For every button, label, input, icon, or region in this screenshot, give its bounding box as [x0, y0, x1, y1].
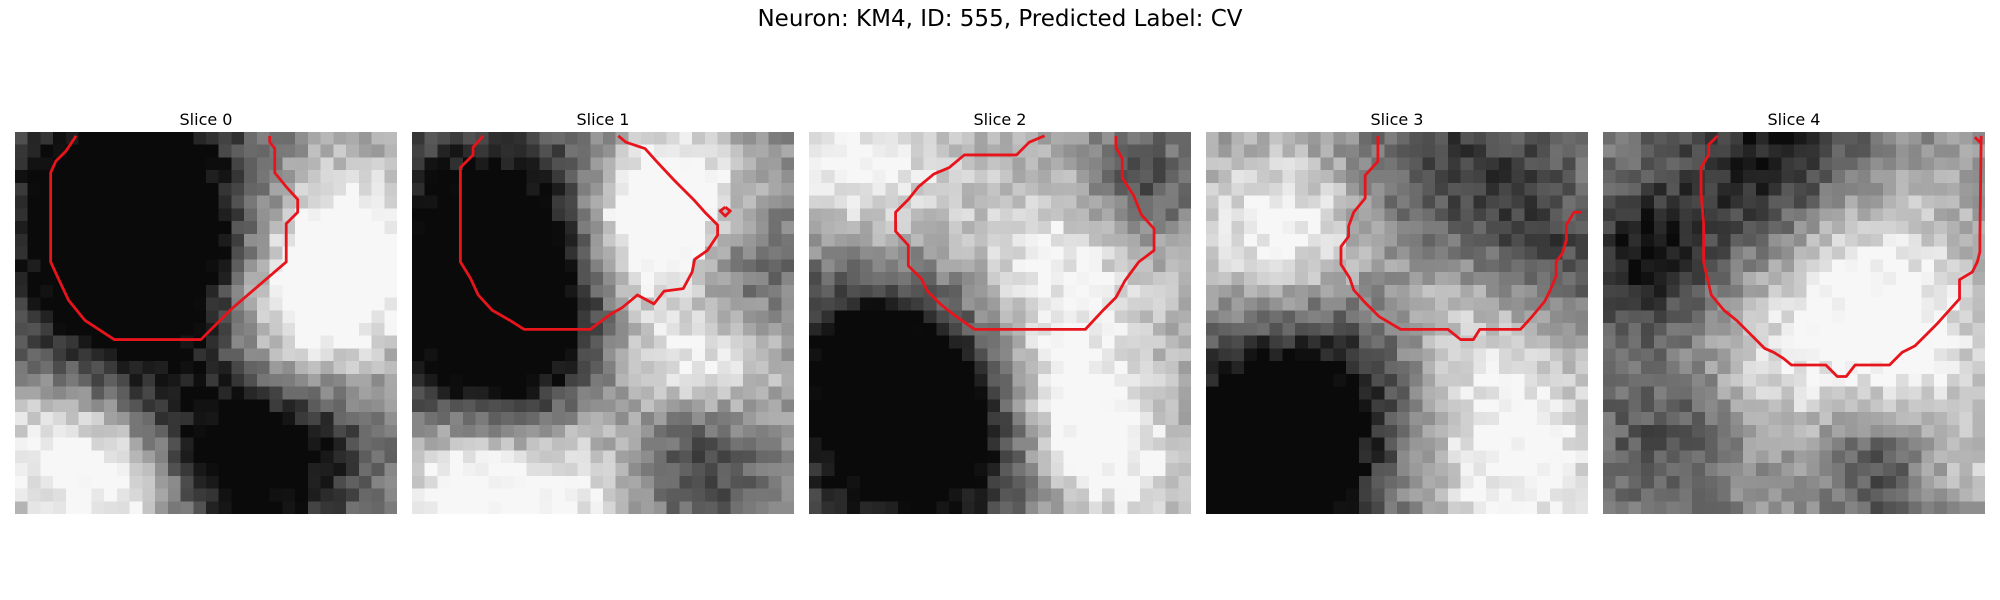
- slice-title: Slice 3: [1370, 110, 1424, 129]
- slice-title: Slice 0: [179, 110, 233, 129]
- contour-line: [1339, 135, 1582, 341]
- contour-line: [458, 134, 720, 331]
- contour-line: [894, 134, 1156, 331]
- contour-line: [1699, 134, 1983, 378]
- contour-line: [49, 135, 300, 341]
- slice-image: [412, 132, 794, 514]
- slice-image: [1603, 132, 1985, 514]
- slice-image: [809, 132, 1191, 514]
- slice-panel-1: Slice 1: [412, 108, 794, 514]
- slice-title: Slice 2: [973, 110, 1027, 129]
- slice-image: [1206, 132, 1588, 514]
- slice-title: Slice 4: [1767, 110, 1821, 129]
- slice-panel-4: Slice 4: [1603, 108, 1985, 514]
- figure-title: Neuron: KM4, ID: 555, Predicted Label: C…: [757, 6, 1243, 32]
- slice-panel-0: Slice 0: [15, 108, 397, 514]
- contour-line: [1973, 136, 1983, 145]
- slice-image: [15, 132, 397, 514]
- slice-panel-3: Slice 3: [1206, 108, 1588, 514]
- contour-line: [718, 206, 732, 218]
- slice-panel-2: Slice 2: [809, 108, 1191, 514]
- slice-title: Slice 1: [576, 110, 630, 129]
